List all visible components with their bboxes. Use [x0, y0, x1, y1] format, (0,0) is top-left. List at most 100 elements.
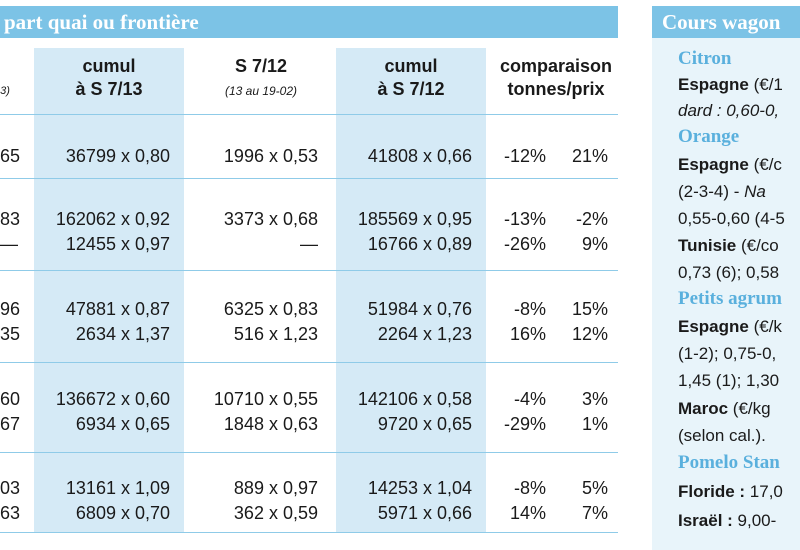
panel-text: (€/kg: [728, 399, 771, 418]
table-cell-cumul-12: 41808 x 0,66: [367, 146, 472, 166]
table-cell-cumul-13: 6934 x 0,65: [75, 414, 170, 434]
table-cell-price: 12%: [571, 324, 608, 344]
category-petits-agrumes: Petits agrum: [678, 288, 782, 309]
panel-text: (€/c: [748, 155, 782, 174]
section-title-wagon-prices: Cours wagon: [652, 6, 800, 38]
panel-line: dard : 0,60-0,: [678, 101, 780, 120]
table-cell-tonnes: -13%: [503, 209, 546, 229]
panel-country: Espagne: [678, 317, 749, 336]
table-cell-cumul-12: 51984 x 0,76: [367, 299, 472, 319]
table-cell-tonnes: -4%: [513, 389, 546, 409]
table-cell-week-12: 3373 x 0,68: [223, 209, 318, 229]
table-cell-price: -2%: [575, 209, 608, 229]
table-cell-week-12: 10710 x 0,55: [213, 389, 318, 409]
table-cell-tonnes: -29%: [503, 414, 546, 434]
panel-line: Floride : 17,0: [678, 481, 783, 503]
table-cell-week-12: 6325 x 0,83: [223, 299, 318, 319]
table-cell-partial: —: [0, 234, 18, 254]
table-cell-cumul-13: 136672 x 0,60: [55, 389, 170, 409]
table-cell-price: 15%: [571, 299, 608, 319]
section-title-departure: part quai ou frontière: [0, 6, 618, 38]
table-cell-tonnes: -26%: [503, 234, 546, 254]
panel-line: Israël : 9,00-: [678, 510, 776, 532]
category-citron: Citron: [678, 48, 732, 69]
panel-line: (1-2); 0,75-0,: [678, 344, 777, 363]
panel-line: Espagne (€/c: [678, 154, 782, 176]
table-cell-cumul-13: 6809 x 0,70: [75, 503, 170, 523]
panel-country: Maroc: [678, 399, 729, 418]
panel-line: Maroc (€/kg: [678, 398, 771, 420]
panel-text: (2-3-4) -: [678, 182, 745, 201]
table-cell-partial: 35: [0, 324, 21, 344]
table-cell-tonnes: -8%: [513, 299, 546, 319]
panel-line: Espagne (€/k: [678, 316, 782, 338]
table-cell-week-12: 1996 x 0,53: [223, 146, 318, 166]
table-cell-partial: 65: [0, 146, 21, 166]
header-week-12-line2: (13 au 19-02): [224, 84, 298, 98]
table-cell-week-12: 1848 x 0,63: [223, 414, 318, 434]
table-cell-partial: 96: [0, 299, 21, 319]
panel-line: (2-3-4) - Na: [678, 181, 766, 203]
table-cell-cumul-13: 12455 x 0,97: [65, 234, 170, 254]
table-cell-cumul-12: 185569 x 0,95: [357, 209, 472, 229]
divider: [0, 362, 618, 363]
panel-line: 0,55-0,60 (4-5: [678, 209, 785, 228]
table-cell-partial: 83: [0, 209, 21, 229]
panel-text: (€/k: [748, 317, 782, 336]
table-cell-cumul-12: 2264 x 1,23: [377, 324, 472, 344]
panel-country: Espagne: [678, 155, 749, 174]
table-cell-cumul-12: 16766 x 0,89: [367, 234, 472, 254]
header-comparison-line1: comparaison: [499, 56, 613, 76]
wagon-prices-panel: [652, 38, 800, 550]
panel-text: Na: [744, 182, 766, 201]
header-cumul-12-line2: à S 7/12: [377, 79, 445, 99]
table-cell-price: 7%: [581, 503, 608, 523]
divider: [0, 178, 618, 179]
table-cell-price: 9%: [581, 234, 608, 254]
table-cell-cumul-13: 47881 x 0,87: [65, 299, 170, 319]
panel-line: 1,45 (1); 1,30: [678, 371, 780, 390]
panel-country: Israël :: [678, 511, 738, 530]
panel-country: Floride :: [678, 482, 750, 501]
table-cell-cumul-12: 14253 x 1,04: [367, 478, 472, 498]
column-shade-cumul-13: [34, 48, 184, 532]
table-cell-week-12: 362 x 0,59: [233, 503, 318, 523]
header-comparison-line2: tonnes/prix: [507, 79, 605, 99]
table-cell-partial: 67: [0, 414, 21, 434]
table-cell-price: 3%: [581, 389, 608, 409]
partial-column-header: 3): [0, 85, 10, 97]
table-cell-week-12: —: [300, 234, 318, 254]
divider: [0, 452, 618, 453]
header-cumul-12-line1: cumul: [384, 56, 438, 76]
header-cumul-13-line1: cumul: [82, 56, 136, 76]
table-cell-price: 5%: [581, 478, 608, 498]
table-cell-partial: 63: [0, 503, 21, 523]
table-cell-tonnes: -12%: [503, 146, 546, 166]
panel-text: (€/1: [748, 75, 783, 94]
panel-text: (€/co: [736, 236, 779, 255]
table-cell-tonnes: -8%: [513, 478, 546, 498]
panel-text: 17,0: [749, 482, 783, 501]
panel-line: Tunisie (€/co: [678, 235, 779, 257]
divider: [0, 114, 618, 115]
table-cell-tonnes: 14%: [509, 503, 546, 523]
table-cell-cumul-13: 13161 x 1,09: [65, 478, 170, 498]
table-cell-partial: 60: [0, 389, 21, 409]
header-cumul-13-line2: à S 7/13: [75, 79, 143, 99]
header-week-12-line1: S 7/12: [234, 56, 288, 76]
table-cell-partial: 03: [0, 478, 21, 498]
panel-text: 9,00-: [737, 511, 777, 530]
panel-country: Tunisie: [678, 236, 737, 255]
table-cell-cumul-12: 9720 x 0,65: [377, 414, 472, 434]
category-orange: Orange: [678, 126, 740, 147]
table-cell-cumul-13: 162062 x 0,92: [55, 209, 170, 229]
table-cell-price: 1%: [581, 414, 608, 434]
table-cell-price: 21%: [571, 146, 608, 166]
panel-line: 0,73 (6); 0,58: [678, 263, 780, 282]
table-cell-cumul-13: 36799 x 0,80: [65, 146, 170, 166]
panel-country: Espagne: [678, 75, 749, 94]
table-cell-week-12: 889 x 0,97: [233, 478, 318, 498]
table-cell-cumul-12: 5971 x 0,66: [377, 503, 472, 523]
panel-line: Espagne (€/1: [678, 74, 783, 96]
table-cell-cumul-12: 142106 x 0,58: [357, 389, 472, 409]
